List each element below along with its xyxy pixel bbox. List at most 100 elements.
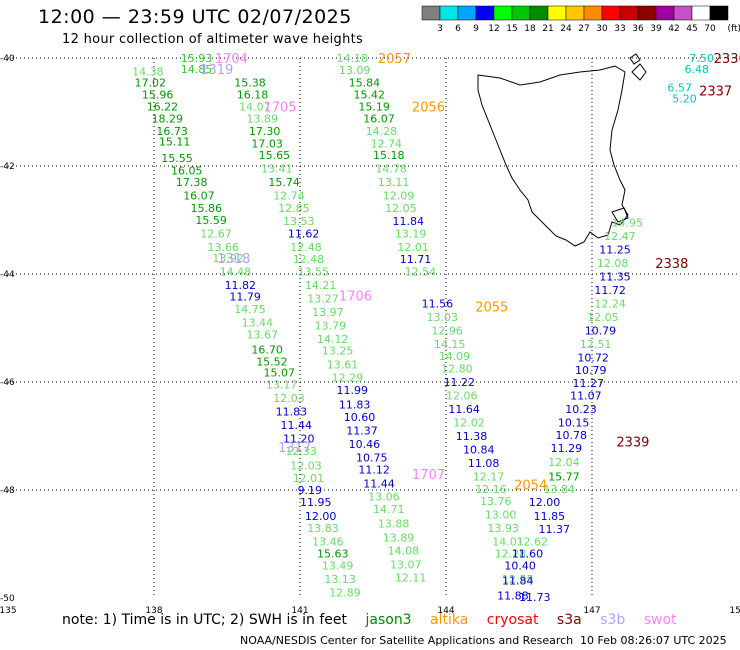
wave-height-value: 12.00 [529, 496, 561, 509]
colorbar-swatch [511, 5, 531, 21]
wave-height-value: 13.89 [246, 112, 278, 125]
wave-height-value: 12.08 [597, 257, 629, 270]
track-number: 2054 [514, 479, 547, 494]
track-number: 2055 [475, 300, 508, 315]
wave-height-value: 15.11 [159, 136, 191, 149]
wave-height-value: 14.15 [434, 338, 466, 351]
wave-height-value: 10.79 [585, 325, 617, 338]
wave-height-value: 12.85 [278, 202, 310, 215]
wave-height-value: 12.16 [475, 483, 507, 496]
satellite-legend-jason3: jason3 [365, 612, 412, 628]
track-number: 2057 [378, 52, 411, 67]
wave-height-value: 14.18 [337, 52, 369, 65]
wave-height-value: 12.11 [395, 571, 427, 584]
wave-height-value: 11.08 [468, 457, 500, 470]
colorbar-swatch [565, 5, 585, 21]
colorbar-swatch [457, 5, 477, 21]
wave-height-value: 12.01 [293, 472, 325, 485]
wave-height-value: 11.38 [456, 430, 488, 443]
colorbar-label: 33 [614, 24, 625, 34]
axis-labels: 135 138 141 144 147 150 -40 -42 -44 -46 -48 -50 [0, 54, 740, 616]
wave-height-value: 12.48 [293, 253, 325, 266]
wave-height-value: 10.46 [349, 438, 381, 451]
wave-height-value: 14.78 [375, 163, 407, 176]
wave-height-value: 12.67 [200, 228, 232, 241]
wave-height-value: 15.86 [191, 202, 223, 215]
satellite-legend-altika: altika [425, 612, 469, 628]
lat-tick-label: -40 [0, 54, 15, 64]
wave-height-value: 15.96 [142, 89, 174, 102]
colorbar-label: 9 [473, 24, 479, 34]
colorbar-swatch [583, 5, 603, 21]
colorbar-label: 15 [506, 24, 517, 34]
lat-tick-label: -42 [0, 162, 15, 172]
colorbar-unit: (ft) [727, 24, 740, 34]
wave-height-value: 15.07 [264, 366, 296, 379]
lon-tick-label: 147 [583, 606, 600, 616]
wave-height-value: 13.84 [543, 483, 575, 496]
wave-height-value: 17.30 [249, 125, 281, 138]
colorbar-swatch [673, 5, 693, 21]
colorbar-label: 42 [668, 24, 679, 34]
wave-height-value: 11.73 [519, 591, 551, 604]
track-number: 2336 [714, 52, 740, 67]
colorbar-label: 27 [578, 24, 589, 34]
legend-note: note: 1) Time is in UTC; 2) SWH is in fe… [62, 612, 677, 628]
wave-height-value: 10.40 [504, 560, 536, 573]
wave-height-value: 11.99 [337, 384, 369, 397]
colorbar-swatch [529, 5, 549, 21]
wave-height-value: 13.88 [378, 517, 410, 530]
lon-tick-label: 138 [145, 606, 162, 616]
wave-height-value: 13.11 [378, 176, 410, 189]
footer-timestamp: 10 Feb 08:26:07 UTC 2025 [580, 634, 727, 647]
wave-height-value: 12.03 [273, 392, 305, 405]
wave-height-value: 11.85 [534, 510, 566, 523]
track-number: 1705 [264, 101, 297, 116]
wave-height-value: 13.97 [312, 306, 344, 319]
colorbar-swatch [601, 5, 621, 21]
colorbar-label: 3 [437, 24, 443, 34]
wave-height-value: 12.55 [502, 573, 534, 586]
wave-height-value: 10.79 [575, 364, 607, 377]
wave-height-value: 14.08 [388, 544, 420, 557]
wave-height-value: 11.82 [225, 279, 256, 292]
wave-height-value: 10.84 [463, 444, 495, 457]
wave-height-value: 13.46 [312, 535, 344, 548]
wave-height-value: 15.74 [268, 176, 300, 189]
track-number: 2339 [616, 435, 649, 450]
wave-height-value: 13.76 [480, 495, 512, 508]
wave-height-value: 14.38 [132, 66, 164, 79]
wave-height-value: 13.06 [368, 490, 400, 503]
wave-height-value: 13.66 [208, 241, 240, 254]
wave-height-value: 10.72 [577, 352, 609, 365]
wave-height-value: 12.04 [548, 456, 580, 469]
wave-height-value: 17.03 [251, 137, 282, 150]
wave-height-value: 14.21 [305, 279, 337, 292]
wave-height-value: 17.38 [176, 176, 208, 189]
track-number: 2338 [655, 257, 688, 272]
colorbar-label: 12 [488, 24, 499, 34]
satellite-legend-s3b: s3b [595, 612, 626, 628]
track-labels: 1704 1705 1706 1707 1317 1318 1319 2054 2055 2056… [200, 52, 740, 494]
wave-height-value: 6.57 [667, 82, 692, 95]
wave-height-value: 12.01 [397, 241, 429, 254]
wave-height-value: 13.07 [390, 559, 422, 572]
satellite-legend-s3a: s3a [552, 612, 582, 628]
track-number: 2056 [412, 101, 445, 116]
colorbar-label: 18 [524, 24, 536, 34]
track-number: 1317 [278, 441, 311, 456]
wave-height-value: 12.33 [285, 445, 317, 458]
wave-height-value: 12.62 [517, 535, 549, 548]
wave-height-value: 13.79 [315, 319, 347, 332]
colorbar-swatch [547, 5, 567, 21]
wave-height-value: 15.38 [234, 76, 265, 89]
wave-height-value: 11.79 [229, 291, 261, 304]
wave-height-value: 11.56 [422, 298, 454, 311]
wave-height-value: 11.44 [281, 419, 313, 432]
lon-tick-label: 141 [291, 606, 308, 616]
wave-height-value: 11.64 [448, 403, 480, 416]
wave-height-value: 13.89 [383, 532, 415, 545]
wave-height-value: 12.74 [371, 137, 403, 150]
wave-height-value: 13.25 [322, 345, 354, 358]
wave-height-value: 14.95 [611, 217, 643, 230]
